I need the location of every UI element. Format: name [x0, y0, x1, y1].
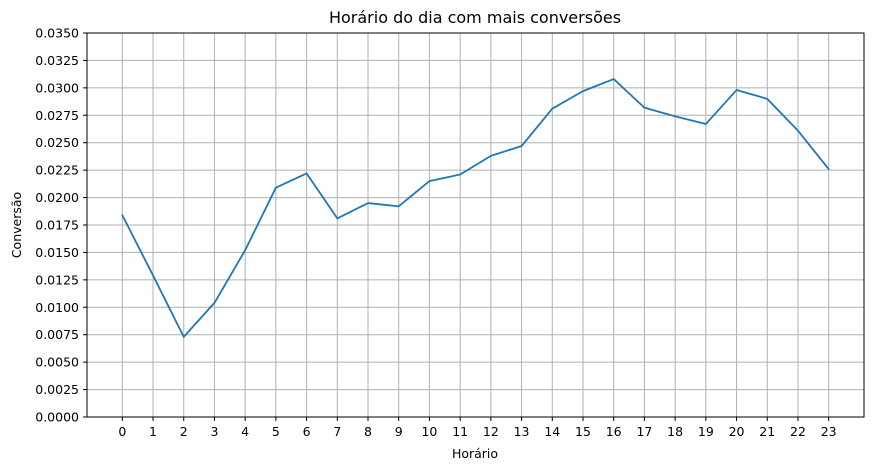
- x-axis-label: Horário: [452, 446, 498, 461]
- x-tick-label: 22: [790, 424, 806, 439]
- y-tick-label: 0.0225: [35, 163, 79, 178]
- x-tick-label: 0: [118, 424, 126, 439]
- y-tick-label: 0.0050: [35, 355, 79, 370]
- x-tick-label: 5: [272, 424, 280, 439]
- series-line: [121, 78, 830, 338]
- y-axis-label: Conversão: [9, 192, 24, 258]
- x-tick-label: 8: [364, 424, 372, 439]
- x-tick-label: 16: [606, 424, 622, 439]
- y-tick-label: 0.0000: [35, 410, 79, 425]
- x-tick-label: 6: [303, 424, 311, 439]
- x-tick-label: 10: [421, 424, 437, 439]
- x-axis: 0 1 2 3 4 5 6 7 8 9 10 11 12 13 14 15 16 17 18 19 20 21 22 23: [118, 417, 837, 439]
- y-tick-label: 0.0100: [35, 300, 79, 315]
- x-tick-label: 13: [514, 424, 530, 439]
- x-tick-label: 12: [483, 424, 499, 439]
- y-tick-label: 0.0350: [35, 26, 79, 41]
- y-tick-label: 0.0025: [35, 382, 79, 397]
- x-tick-label: 17: [636, 424, 652, 439]
- x-tick-label: 23: [821, 424, 837, 439]
- y-tick-label: 0.0175: [35, 218, 79, 233]
- y-tick-label: 0.0150: [35, 245, 79, 260]
- x-tick-label: 4: [241, 424, 249, 439]
- y-tick-label: 0.0325: [35, 53, 79, 68]
- x-tick-label: 20: [729, 424, 745, 439]
- x-tick-label: 3: [210, 424, 218, 439]
- x-tick-label: 21: [759, 424, 775, 439]
- y-tick-label: 0.0125: [35, 272, 79, 287]
- y-tick-label: 0.0300: [35, 80, 79, 95]
- grid: [87, 32, 864, 418]
- y-tick-label: 0.0250: [35, 135, 79, 150]
- x-tick-label: 2: [180, 424, 188, 439]
- x-tick-label: 1: [149, 424, 157, 439]
- axes-frame: [86, 32, 865, 418]
- chart-title: Horário do dia com mais conversões: [329, 8, 621, 27]
- x-tick-label: 7: [333, 424, 341, 439]
- y-axis: 0.0000 0.0025 0.0050 0.0075 0.0100 0.0125 0.01…: [35, 26, 87, 425]
- x-tick-label: 15: [575, 424, 591, 439]
- x-tick-label: 18: [667, 424, 683, 439]
- x-tick-label: 9: [395, 424, 403, 439]
- y-tick-label: 0.0275: [35, 108, 79, 123]
- x-tick-label: 11: [452, 424, 468, 439]
- y-tick-label: 0.0075: [35, 327, 79, 342]
- x-tick-label: 19: [698, 424, 714, 439]
- x-tick-label: 14: [544, 424, 560, 439]
- plot-area: [121, 78, 830, 338]
- y-tick-label: 0.0200: [35, 190, 79, 205]
